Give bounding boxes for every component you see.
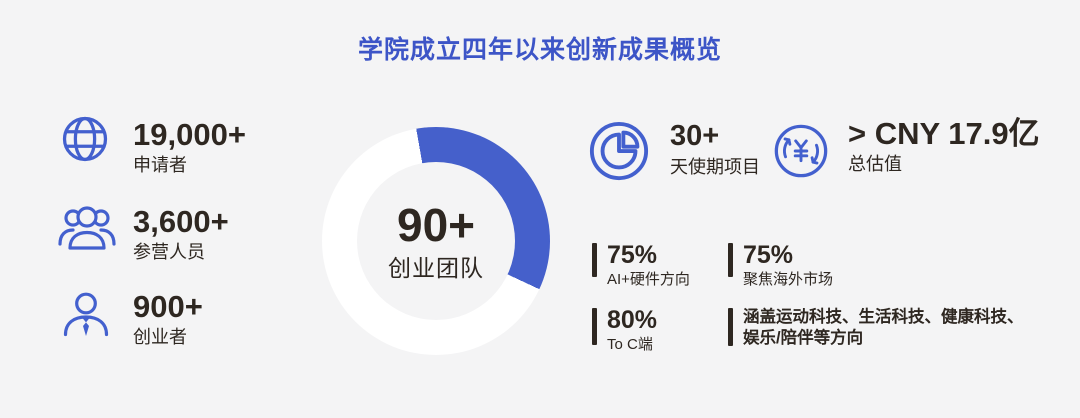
- people-group-icon: [57, 202, 117, 252]
- stat-angel-projects: 30+ 天使期项目: [588, 120, 760, 182]
- overseas-market-value: 75%: [743, 241, 794, 269]
- ai-hardware-value: 75%: [607, 241, 658, 269]
- donut-label: 创业团队: [388, 255, 484, 281]
- entrepreneurs-value: 900+: [133, 289, 203, 324]
- globe-icon: [60, 114, 110, 164]
- angel-projects-label: 天使期项目: [670, 157, 760, 177]
- stat-participants: 3,600+ 参营人员: [57, 202, 229, 263]
- coverage-line-2: 娱乐/陪伴等方向: [743, 329, 864, 347]
- to-c-value: 80%: [607, 306, 658, 334]
- applicants-label: 申请者: [133, 155, 187, 175]
- divider-bar: [728, 308, 733, 346]
- startup-teams-donut: 90+ 创业团队: [322, 127, 550, 355]
- applicants-value: 19,000+: [133, 117, 246, 152]
- stat-applicants: 19,000+ 申请者: [60, 114, 246, 176]
- donut-center: 90+ 创业团队: [357, 162, 515, 320]
- stat-total-valuation: > CNY 17.9亿 总估值: [772, 118, 1040, 180]
- stat-entrepreneurs: 900+ 创业者: [60, 290, 203, 348]
- total-valuation-value: > CNY 17.9亿: [848, 116, 1040, 151]
- page-title: 学院成立四年以来创新成果概览: [357, 36, 722, 64]
- angel-projects-value: 30+: [670, 120, 720, 152]
- divider-bar: [592, 308, 597, 345]
- total-valuation-label: 总估值: [848, 154, 902, 174]
- to-c-label: To C端: [607, 336, 653, 353]
- stat-ai-hardware: 75% AI+硬件方向: [592, 241, 690, 288]
- stat-coverage-areas: 涵盖运动科技、生活科技、健康科技、 娱乐/陪伴等方向: [728, 308, 1024, 347]
- entrepreneur-icon: [60, 290, 112, 340]
- ai-hardware-label: AI+硬件方向: [607, 271, 690, 288]
- stat-to-c: 80% To C端: [592, 306, 658, 353]
- divider-bar: [728, 243, 733, 277]
- participants-label: 参营人员: [133, 242, 205, 262]
- coverage-line-1: 涵盖运动科技、生活科技、健康科技、: [743, 308, 1024, 326]
- stat-overseas-market: 75% 聚焦海外市场: [728, 241, 833, 288]
- pie-chart-icon: [588, 120, 650, 182]
- overseas-market-label: 聚焦海外市场: [743, 271, 834, 288]
- donut-value: 90+: [396, 199, 476, 251]
- participants-value: 3,600+: [133, 204, 229, 239]
- divider-bar: [592, 243, 597, 277]
- entrepreneurs-label: 创业者: [133, 327, 187, 347]
- currency-cycle-icon: [772, 122, 830, 180]
